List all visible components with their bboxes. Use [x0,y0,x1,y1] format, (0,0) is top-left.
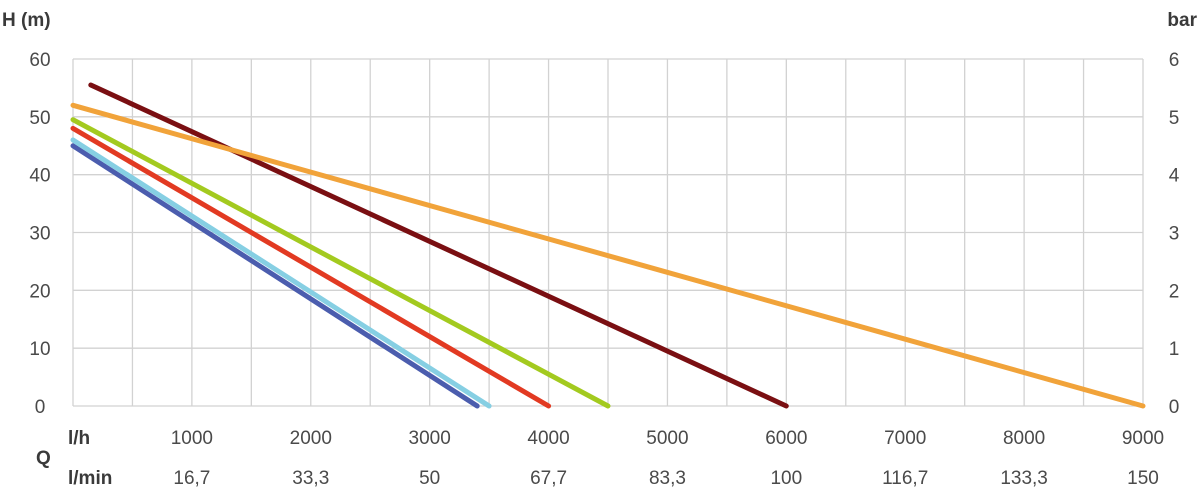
y-left-tick-label: 20 [29,281,50,302]
x-row1-tick-label: 4000 [527,428,569,449]
y-left-tick-label: 50 [29,108,50,129]
grid [72,58,1144,407]
series-line-5 [88,82,789,409]
series-line-1 [70,143,480,409]
x-row1-tick-label: 1000 [171,428,213,449]
x-row1-tick-label: 5000 [646,428,688,449]
y-right-tick-label: 3 [1169,224,1180,245]
x-row1-tick-label: 2000 [290,428,332,449]
y-left-tick-label: 30 [29,224,50,245]
x-row2-tick-label: 116,7 [882,468,928,489]
x-row2-tick-label: 83,3 [649,468,686,489]
series-line-2 [70,137,492,409]
series-lines [70,82,1146,409]
y-right-tick-label: 1 [1169,339,1180,360]
y-right-tick-label: 6 [1169,50,1180,71]
x-row2-tick-label: 67,7 [530,468,567,489]
y-right-tick-label: 0 [1169,397,1180,418]
x-row2-tick-label: 33,3 [292,468,329,489]
y-left-tick-label: 60 [29,50,50,71]
axis-labels: H (m) bar l/h l/min Q 60 650 540 430 320 210 1… [2,10,1198,489]
y-left-tick-label: 0 [35,397,46,418]
x-row1-tick-label: 8000 [1003,428,1045,449]
series-line-6 [70,102,1146,409]
y-right-tick-label: 5 [1169,108,1180,129]
x-row1-tick-label: 3000 [409,428,451,449]
x-row1-tick-label: 6000 [765,428,807,449]
x-axis-symbol-label: Q [36,448,51,469]
x-row2-tick-label: 150 [1127,468,1159,489]
x-row2-unit-label: l/min [68,468,112,489]
x-row1-unit-label: l/h [68,428,90,449]
x-row2-tick-label: 50 [419,468,440,489]
series-line-3 [70,125,552,409]
series-line-4 [70,117,611,409]
x-row2-tick-label: 100 [770,468,802,489]
x-row1-tick-label: 9000 [1122,428,1164,449]
y-left-tick-label: 40 [29,166,50,187]
y-right-tick-label: 2 [1169,281,1180,302]
x-row2-tick-label: 16,7 [173,468,210,489]
y-right-tick-label: 4 [1169,166,1180,187]
y-left-axis-label: H (m) [2,10,51,31]
x-row2-tick-label: 133,3 [1000,468,1048,489]
x-row1-tick-label: 7000 [884,428,926,449]
y-right-axis-label: bar [1167,10,1197,31]
y-left-tick-label: 10 [29,339,50,360]
